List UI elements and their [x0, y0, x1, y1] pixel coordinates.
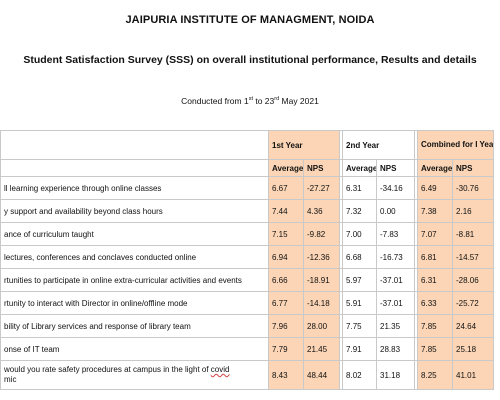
- table-row: ll learning experience through online cl…: [0, 176, 495, 200]
- combined-nps-cell: -25.72: [452, 291, 495, 315]
- combined-nps-cell: 41.01: [452, 360, 495, 390]
- combined-nps-cell: -28.06: [452, 268, 495, 292]
- y2-nps-cell: 0.00: [376, 199, 416, 223]
- combined-nps-header: NPS: [452, 159, 495, 177]
- second-year-header: 2nd Year: [342, 130, 416, 160]
- y2-nps-cell: -37.01: [376, 291, 416, 315]
- y2-nps-header: NPS: [376, 159, 416, 177]
- dates-suffix: May 2021: [279, 96, 319, 106]
- parameter-cell: ance of curriculum taught: [0, 222, 269, 246]
- table-row: lectures, conferences and conclaves cond…: [0, 245, 495, 269]
- first-year-header: 1st Year: [267, 130, 341, 160]
- dates-prefix: Conducted from 1: [181, 96, 249, 106]
- table-row: y support and availability beyond class …: [0, 199, 495, 223]
- y1-nps-cell: 28.00: [302, 314, 341, 338]
- dates-sup-2: rd: [274, 96, 280, 103]
- table-row: ance of curriculum taught 7.15 -9.82 7.0…: [0, 222, 495, 246]
- y2-average-header: Average: [342, 159, 378, 177]
- y1-nps-cell: -27.27: [302, 176, 341, 200]
- y1-average-header: Average: [268, 159, 304, 177]
- y2-average-cell: 5.97: [342, 268, 378, 292]
- sub-header-row: Average NPS Average NPS Average NPS: [0, 159, 495, 177]
- combined-nps-cell: -8.81: [452, 222, 495, 246]
- group-header-row: 1st Year 2nd Year Combined for I Year an…: [0, 130, 495, 160]
- y1-nps-cell: 21.45: [302, 337, 341, 361]
- y2-nps-cell: 28.83: [376, 337, 416, 361]
- combined-header: Combined for I Year and II Year: [417, 130, 495, 160]
- y1-average-cell: 7.44: [268, 199, 304, 223]
- parameter-text: would you rate safety procedures at camp…: [4, 365, 211, 374]
- spellcheck-word: covid: [210, 365, 230, 374]
- y1-average-cell: 7.96: [268, 314, 304, 338]
- parameter-cell: would you rate safety procedures at camp…: [0, 360, 269, 390]
- parameter-cell: bility of Library services and response …: [0, 314, 269, 338]
- y1-nps-cell: -12.36: [302, 245, 341, 269]
- y1-average-cell: 6.66: [268, 268, 304, 292]
- combined-nps-cell: -14.57: [452, 245, 495, 269]
- y2-average-cell: 5.91: [342, 291, 378, 315]
- y1-average-cell: 8.43: [268, 360, 304, 390]
- parameter-cell: ll learning experience through online cl…: [0, 176, 269, 200]
- combined-average-cell: 7.85: [417, 337, 454, 361]
- y2-nps-cell: -34.16: [376, 176, 416, 200]
- table-row: rtunity to interact with Director in onl…: [0, 291, 495, 315]
- y2-nps-cell: -37.01: [376, 268, 416, 292]
- combined-average-cell: 7.85: [417, 314, 454, 338]
- combined-nps-cell: -30.76: [452, 176, 495, 200]
- combined-nps-cell: 25.18: [452, 337, 495, 361]
- results-table: 1st Year 2nd Year Combined for I Year an…: [0, 130, 495, 390]
- y1-nps-cell: -18.91: [302, 268, 341, 292]
- y2-average-cell: 6.68: [342, 245, 378, 269]
- y1-average-cell: 7.15: [268, 222, 304, 246]
- y2-average-cell: 7.91: [342, 337, 378, 361]
- combined-average-cell: 6.33: [417, 291, 454, 315]
- table-row: onse of IT team 7.79 21.45 7.91 28.83 7.…: [0, 337, 495, 361]
- y1-nps-cell: 48.44: [302, 360, 341, 390]
- y2-nps-cell: -16.73: [376, 245, 416, 269]
- y2-nps-cell: -7.83: [376, 222, 416, 246]
- y1-nps-cell: -9.82: [302, 222, 341, 246]
- parameter-cell: y support and availability beyond class …: [0, 199, 269, 223]
- combined-average-cell: 6.81: [417, 245, 454, 269]
- y2-average-cell: 6.31: [342, 176, 378, 200]
- y2-nps-cell: 21.35: [376, 314, 416, 338]
- dates-mid: to 23: [252, 96, 275, 106]
- param-header-cell: [0, 130, 269, 160]
- parameter-cell: rtunity to interact with Director in onl…: [0, 291, 269, 315]
- institute-title: JAIPURIA INSTITUTE OF MANAGMENT, NOIDA: [0, 10, 500, 28]
- combined-average-cell: 8.25: [417, 360, 454, 390]
- y1-average-cell: 6.77: [268, 291, 304, 315]
- y2-average-cell: 7.32: [342, 199, 378, 223]
- y2-average-cell: 7.75: [342, 314, 378, 338]
- y1-nps-cell: -14.18: [302, 291, 341, 315]
- parameter-text-line2: mic: [4, 375, 17, 384]
- combined-average-cell: 7.38: [417, 199, 454, 223]
- table-row: would you rate safety procedures at camp…: [0, 360, 495, 390]
- institute-name: JAIPURIA INSTITUTE OF MANAGMENT, NOIDA: [125, 14, 375, 26]
- combined-average-header: Average: [417, 159, 454, 177]
- dates-sup-1: st: [248, 96, 253, 103]
- survey-dates: Conducted from 1st to 23rd May 2021: [0, 96, 500, 106]
- y1-average-cell: 7.79: [268, 337, 304, 361]
- y2-average-cell: 7.00: [342, 222, 378, 246]
- table-row: bility of Library services and response …: [0, 314, 495, 338]
- y1-nps-cell: 4.36: [302, 199, 341, 223]
- survey-title: Student Satisfaction Survey (SSS) on ove…: [23, 54, 477, 66]
- y1-nps-header: NPS: [302, 159, 341, 177]
- table-row: rtunities to participate in online extra…: [0, 268, 495, 292]
- y2-average-cell: 8.02: [342, 360, 378, 390]
- parameter-cell: rtunities to participate in online extra…: [0, 268, 269, 292]
- combined-nps-cell: 24.64: [452, 314, 495, 338]
- param-subheader-cell: [0, 159, 269, 177]
- y1-average-cell: 6.67: [268, 176, 304, 200]
- parameter-cell: lectures, conferences and conclaves cond…: [0, 245, 269, 269]
- y1-average-cell: 6.94: [268, 245, 304, 269]
- combined-average-cell: 7.07: [417, 222, 454, 246]
- combined-nps-cell: 2.16: [452, 199, 495, 223]
- combined-average-cell: 6.31: [417, 268, 454, 292]
- combined-average-cell: 6.49: [417, 176, 454, 200]
- parameter-cell: onse of IT team: [0, 337, 269, 361]
- y2-nps-cell: 31.18: [376, 360, 416, 390]
